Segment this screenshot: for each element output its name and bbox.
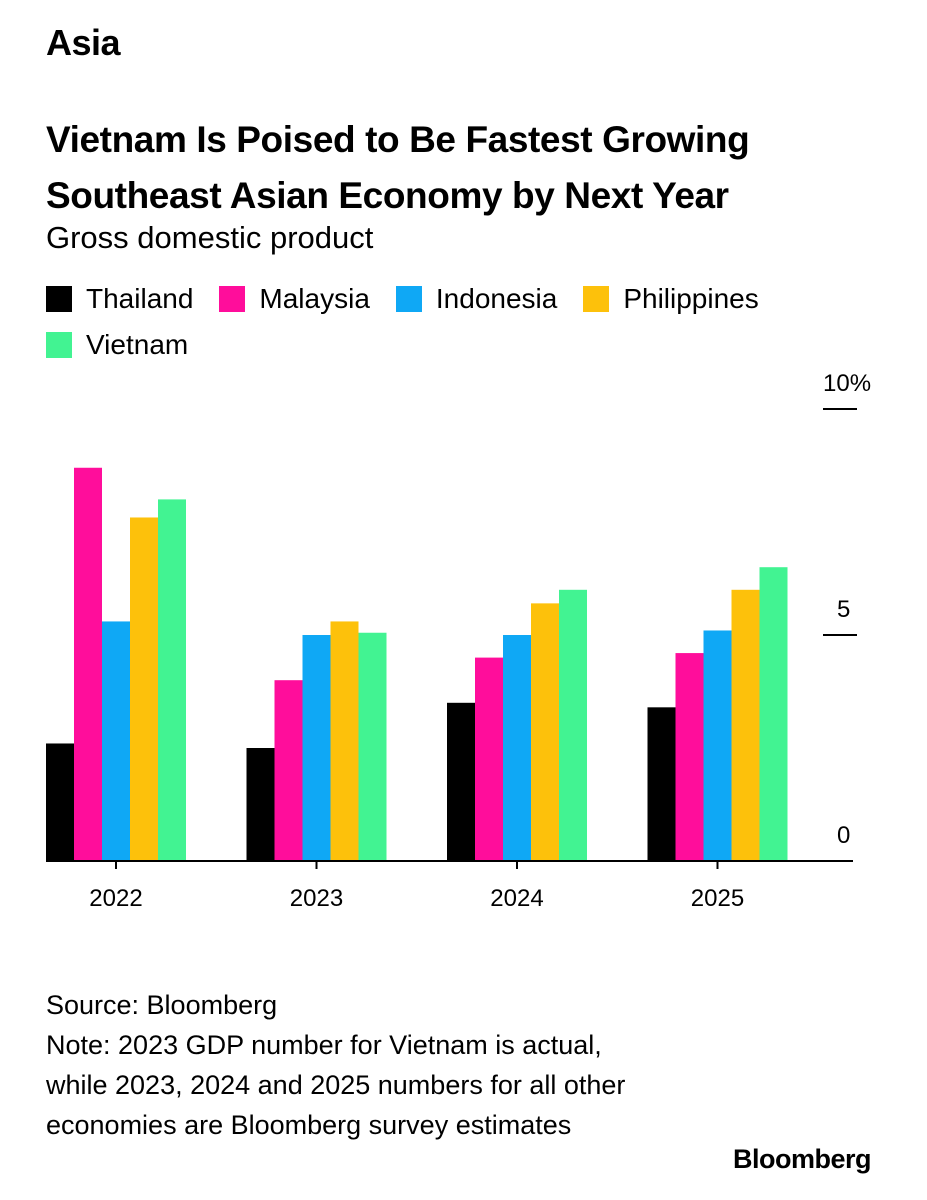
bar-vietnam-2022 <box>158 499 186 861</box>
chart-title: Vietnam Is Poised to Be Fastest Growing … <box>46 119 750 216</box>
legend-swatch <box>395 286 422 312</box>
legend-label: Malaysia <box>259 283 370 314</box>
chart-note: Note: 2023 GDP number for Vietnam is act… <box>46 1030 626 1140</box>
legend-label: Vietnam <box>86 329 189 360</box>
bar-indonesia-2023 <box>302 635 331 861</box>
source-note: Source: Bloomberg <box>46 990 278 1020</box>
bloomberg-logo: Bloomberg <box>732 1144 872 1174</box>
legend-swatch <box>46 332 72 358</box>
bar-malaysia-2023 <box>274 680 303 861</box>
bar-vietnam-2025 <box>759 567 788 861</box>
legend-item-philippines: Philippines <box>583 278 759 320</box>
bar-philippines-2025 <box>731 589 760 861</box>
legend-swatch <box>219 286 246 312</box>
bar-philippines-2023 <box>330 621 359 861</box>
x-tick-label: 2024 <box>490 885 543 912</box>
bar-thailand-2024 <box>447 702 475 861</box>
legend-item-indonesia: Indonesia <box>395 278 558 320</box>
legend-label: Thailand <box>86 283 194 314</box>
bar-indonesia-2022 <box>102 621 130 861</box>
x-tick-label: 2025 <box>691 885 744 912</box>
bar-chart: 2022 2023 2024 2025 0 5 10% <box>46 370 871 912</box>
legend-item-vietnam: Vietnam <box>46 324 188 366</box>
legend-swatch <box>46 286 72 312</box>
legend: Thailand Malaysia Indonesia Philippines Viet… <box>46 278 906 370</box>
footnote: Source: Bloomberg Note: 2023 GDP number … <box>46 985 666 1145</box>
bar-thailand-2023 <box>246 748 275 861</box>
bar-indonesia-2024 <box>503 635 531 861</box>
x-tick-label: 2023 <box>290 885 343 912</box>
section-label: Asia <box>46 22 121 63</box>
bar-vietnam-2024 <box>559 589 587 861</box>
bar-indonesia-2025 <box>703 630 732 861</box>
y-tick-label: 10% <box>823 370 871 397</box>
y-tick-label: 0 <box>837 822 850 849</box>
x-tick-label: 2022 <box>89 885 142 912</box>
bar-malaysia-2024 <box>475 657 503 861</box>
legend-label: Philippines <box>623 283 759 314</box>
bar-vietnam-2023 <box>358 632 387 861</box>
legend-item-thailand: Thailand <box>46 278 193 320</box>
bar-malaysia-2022 <box>74 467 102 861</box>
chart-subtitle: Gross domestic product <box>46 220 374 255</box>
bar-thailand-2022 <box>46 743 74 861</box>
bar-philippines-2022 <box>130 517 158 861</box>
legend-swatch <box>583 286 610 312</box>
bar-philippines-2024 <box>531 603 559 861</box>
y-tick-label: 5 <box>837 596 850 623</box>
bar-malaysia-2025 <box>675 653 704 861</box>
legend-label: Indonesia <box>435 283 558 314</box>
bar-thailand-2025 <box>647 707 676 861</box>
legend-item-malaysia: Malaysia <box>219 278 370 320</box>
